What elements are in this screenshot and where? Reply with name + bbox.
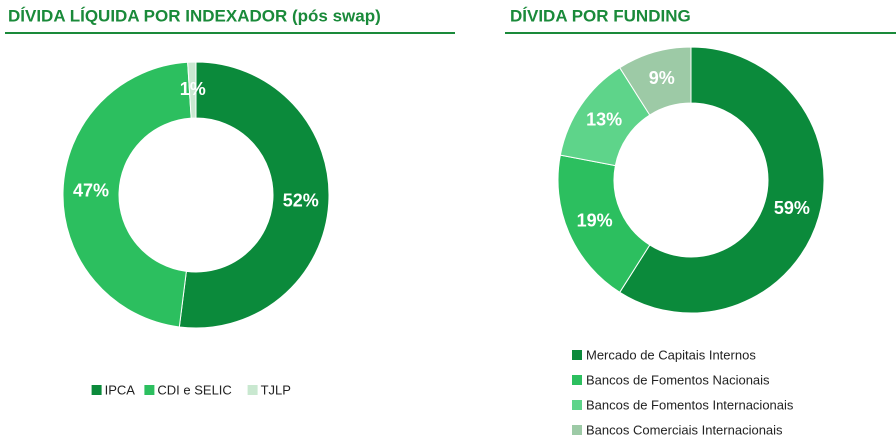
slice-label: 52%	[283, 190, 319, 210]
legend-swatch	[247, 385, 258, 395]
chart-title: DÍVIDA LÍQUIDA POR INDEXADOR (pós swap)	[8, 6, 381, 25]
legend-label: Bancos de Fomentos Internacionais	[586, 397, 794, 412]
slice-label: 59%	[774, 198, 810, 218]
legend-label: Bancos de Fomentos Nacionais	[586, 372, 770, 387]
slice-label: 13%	[586, 110, 622, 130]
donut-slice	[187, 61, 197, 119]
slice-label: 47%	[73, 180, 109, 200]
legend-swatch	[572, 375, 582, 385]
donut-slice	[62, 61, 192, 328]
slice-label: 19%	[577, 210, 613, 230]
donut-slice	[178, 61, 330, 329]
legend-swatch	[572, 350, 582, 360]
slice-label: 1%	[180, 79, 206, 99]
legend-swatch	[144, 385, 155, 395]
legend-label: IPCA	[105, 382, 136, 397]
legend-label: CDI e SELIC	[157, 382, 231, 397]
donut-slice	[619, 46, 825, 314]
slice-label: 9%	[649, 68, 675, 88]
legend-swatch	[572, 400, 582, 410]
legend-swatch	[91, 385, 102, 395]
chart-title: DÍVIDA POR FUNDING	[510, 6, 691, 25]
donut-slice	[619, 46, 692, 116]
legend-label: TJLP	[261, 382, 291, 397]
legend-label: Mercado de Capitais Internos	[586, 347, 756, 362]
legend-swatch	[572, 425, 582, 435]
legend-label: Bancos Comerciais Internacionais	[586, 422, 783, 437]
